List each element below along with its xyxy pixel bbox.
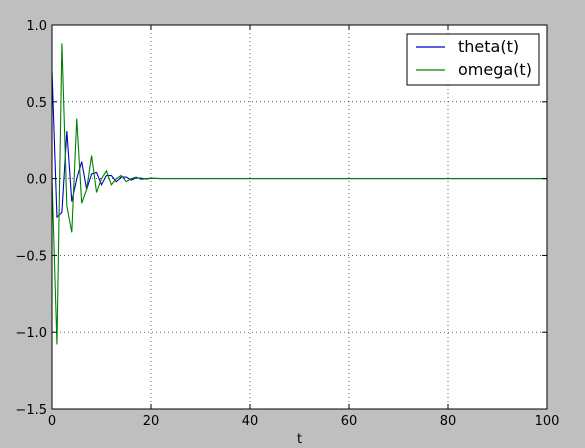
y-tick-label: 0.0 <box>26 173 47 188</box>
legend: theta(t) omega(t) <box>406 33 540 86</box>
legend-label-2: omega(t) <box>458 60 532 79</box>
x-tick-label: 80 <box>440 414 457 429</box>
x-tick-label: 0 <box>48 414 56 429</box>
x-tick-label: 100 <box>535 414 560 429</box>
legend-label-1: theta(t) <box>458 37 519 56</box>
x-tick-label: 60 <box>341 414 358 429</box>
y-tick-label: 1.0 <box>26 19 47 34</box>
series-line-2 <box>51 43 547 345</box>
y-tick-label: 0.5 <box>26 96 47 111</box>
legend-box <box>406 33 540 86</box>
x-axis-label: t <box>297 432 302 447</box>
y-tick-label: −1.5 <box>15 403 47 418</box>
series-layer <box>51 43 547 345</box>
y-tick-label: −0.5 <box>15 249 47 264</box>
y-tick-label: −1.0 <box>15 326 47 341</box>
axis-ticks: 0 20 40 60 80 100 −1.5 −1.0 −0.5 0.0 0.5 1.0 <box>15 19 559 429</box>
plot-frame <box>51 24 548 410</box>
x-tick-label: 20 <box>143 414 160 429</box>
x-tick-label: 40 <box>242 414 259 429</box>
plot-area <box>52 25 547 409</box>
